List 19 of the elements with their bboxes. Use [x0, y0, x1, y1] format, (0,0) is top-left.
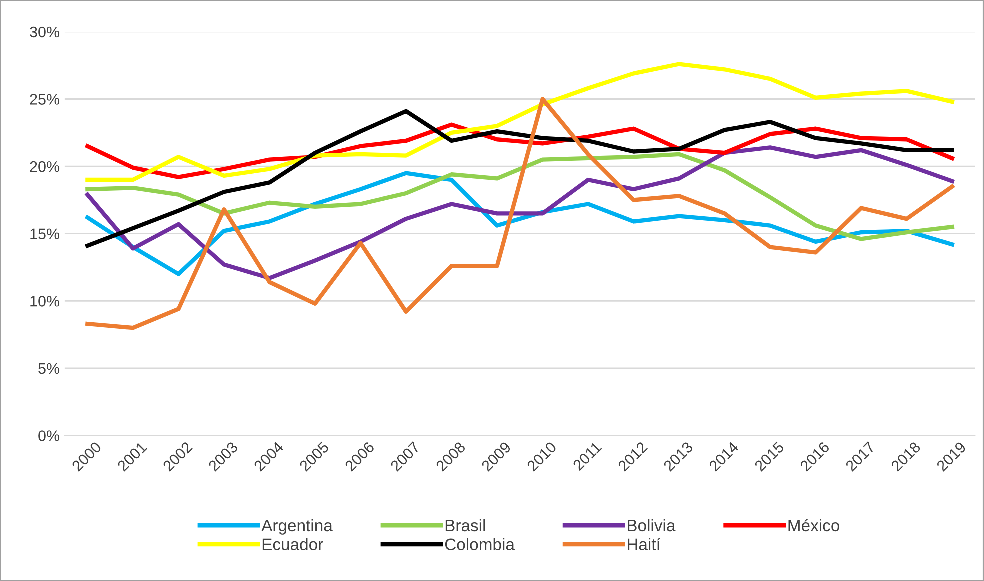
y-tick-label: 25%: [30, 94, 60, 105]
y-tick-label: 20%: [30, 161, 60, 172]
y-tick-label: 30%: [30, 26, 60, 38]
line-series: [86, 146, 954, 280]
legend-label: Argentina: [262, 519, 333, 535]
legend-label: Brasil: [446, 519, 486, 532]
legend-label: Ecuador: [262, 538, 324, 551]
y-tick-label: 15%: [30, 228, 60, 240]
y-tick-label: 0%: [38, 430, 60, 442]
line-series: [86, 97, 954, 330]
line-series: [86, 109, 954, 248]
y-tick-label: 5%: [38, 363, 60, 374]
legend-label: Haití: [628, 538, 661, 551]
legend-label: Bolivia: [628, 519, 676, 532]
y-tick-label: 10%: [30, 296, 60, 307]
line-series: [86, 152, 954, 242]
line-series: [86, 62, 954, 182]
legend-label: México: [788, 519, 840, 532]
legend-label: Colombia: [445, 538, 515, 551]
